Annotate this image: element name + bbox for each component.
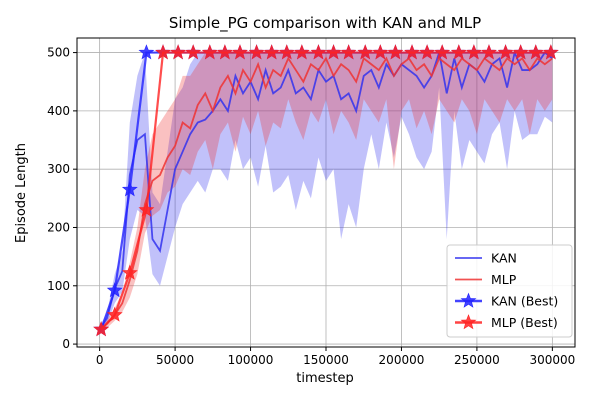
mlp-best-point	[465, 44, 482, 60]
legend-marker-kan-best	[460, 292, 477, 308]
legend-box	[446, 244, 573, 338]
mlp-best-point	[527, 44, 544, 60]
confidence-bands	[99, 52, 553, 333]
legend-label-mlp: MLP	[491, 272, 517, 287]
mlp-best-point	[497, 44, 514, 60]
mlp-best-point	[138, 201, 155, 217]
mlp-best-point	[542, 44, 559, 60]
mlp-best-point	[263, 44, 280, 60]
mlp-best-point	[357, 44, 374, 60]
mlp-best-point	[419, 44, 436, 60]
mlp-best-point	[481, 44, 497, 60]
kan-best-point	[121, 181, 138, 197]
mlp-best-point	[325, 44, 342, 60]
kan-band	[99, 52, 553, 333]
grid	[77, 38, 575, 347]
mlp-best-point	[450, 44, 467, 60]
x-tick-label: 300000	[529, 353, 575, 367]
x-tick-label: 150000	[303, 353, 349, 367]
y-tick-label: 0	[62, 337, 70, 351]
y-axis-ticks: 0 100 200 300 400 500	[47, 46, 77, 351]
mlp-best-point	[170, 44, 187, 60]
y-tick-label: 400	[47, 104, 70, 118]
mlp-best-point	[387, 44, 404, 60]
mlp-band	[99, 52, 553, 333]
mlp-best-point	[93, 321, 110, 337]
chart-title: Simple_PG comparison with KAN and MLP	[169, 14, 481, 33]
x-tick-label: 200000	[379, 353, 425, 367]
mlp-best-point	[155, 44, 171, 60]
mlp-best-point	[185, 44, 202, 60]
legend-marker-mlp-best	[460, 314, 477, 330]
legend-label-kan: KAN	[491, 251, 517, 266]
legend-label-kan-best: KAN (Best)	[491, 294, 558, 309]
best-markers	[93, 44, 559, 337]
y-tick-label: 200	[47, 220, 70, 234]
legend-label-mlp-best: MLP (Best)	[491, 315, 558, 330]
mlp-best-point	[106, 306, 123, 322]
x-axis-label: timestep	[296, 371, 354, 386]
mlp-best-point	[434, 44, 451, 60]
series-lines	[98, 49, 553, 331]
mlp-best-point	[310, 44, 327, 60]
mlp-best-point	[248, 44, 265, 60]
x-tick-label: 0	[96, 353, 104, 367]
y-tick-label: 300	[47, 162, 70, 176]
mlp-best-point	[201, 44, 218, 60]
y-axis-label: Episode Length	[14, 143, 29, 243]
x-axis-ticks: 0 50000 100000 150000 200000 250000 300000	[96, 347, 575, 367]
kan-best-point	[138, 44, 155, 60]
x-tick-label: 250000	[454, 353, 500, 367]
kan-best-point	[106, 282, 123, 298]
mlp-best-point	[293, 44, 310, 60]
y-tick-label: 100	[47, 279, 70, 293]
mlp-best-point	[216, 44, 233, 60]
mlp-best-point	[404, 44, 420, 60]
legend: KAN MLP KAN (Best) MLP (Best)	[446, 244, 573, 338]
mlp-best-point	[121, 264, 138, 280]
x-tick-label: 100000	[228, 353, 274, 367]
mlp-best-point	[512, 44, 529, 60]
mlp-best-point	[232, 44, 248, 60]
x-tick-label: 50000	[156, 353, 194, 367]
mlp-line	[99, 56, 553, 331]
y-tick-label: 500	[47, 46, 70, 60]
mlp-best-point	[278, 44, 295, 60]
mlp-best-point	[372, 44, 389, 60]
mlp-best-point	[340, 44, 357, 60]
